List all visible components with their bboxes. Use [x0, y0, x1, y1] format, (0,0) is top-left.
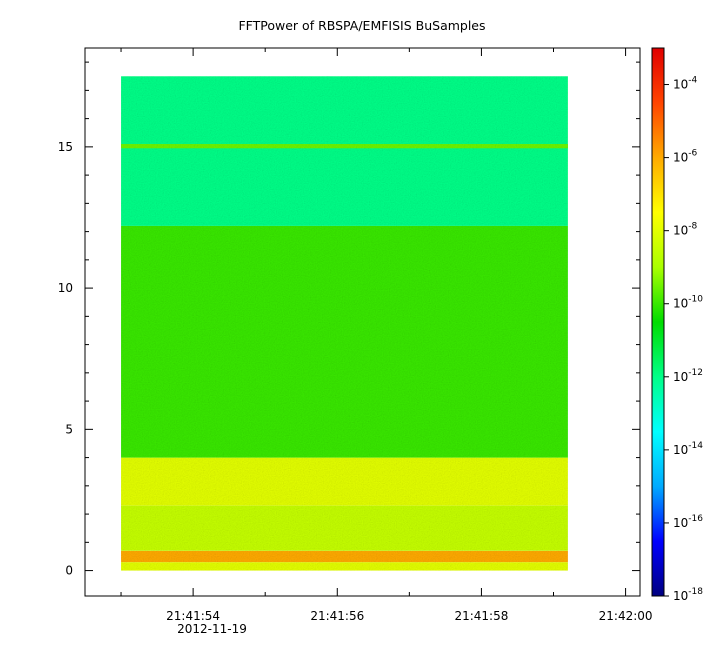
plot-area: 21:41:54 21:41:56 21:41:58 21:42:00 051015 …	[58, 47, 653, 636]
colorbar-tick-label: 10-14	[673, 441, 703, 457]
y-tick-label: 5	[65, 422, 73, 436]
x-date-label: 2012-11-19	[177, 622, 247, 636]
colorbar-ticks: 10-18 10-16 10-14 10-12 10-10 10-8 10-6 10-4	[664, 76, 703, 603]
colorbar: 10-18 10-16 10-14 10-12 10-10 10-8 10-6 10-4	[651, 47, 703, 603]
spectrogram-band	[121, 550, 568, 563]
spectrogram-band	[121, 144, 568, 149]
x-tick-label: 21:41:56	[310, 609, 364, 623]
colorbar-tick-label: 10-10	[673, 295, 703, 311]
chart-title: FFTPower of RBSPA/EMFISIS BuSamples	[238, 18, 485, 33]
y-tick-label: 10	[58, 281, 73, 295]
spectrogram-band	[121, 562, 568, 571]
colorbar-tick-label: 10-6	[673, 149, 698, 165]
colorbar-scale	[651, 47, 665, 597]
x-axis: 21:41:54 21:41:56 21:41:58 21:42:00	[120, 48, 653, 623]
colorbar-tick-label: 10-4	[673, 76, 698, 92]
spectrogram-band	[121, 505, 568, 551]
spectrogram-band	[121, 76, 568, 226]
x-tick-label: 21:41:58	[454, 609, 508, 623]
spectrogram-band	[121, 225, 568, 458]
colorbar-tick-label: 10-16	[673, 514, 703, 530]
x-tick-label: 21:41:54	[166, 609, 220, 623]
spectrogram-fill	[121, 76, 568, 571]
x-tick-label: 21:42:00	[599, 609, 653, 623]
y-tick-label: 0	[65, 564, 73, 578]
y-tick-label: 15	[58, 140, 73, 154]
spectrogram-band	[121, 457, 568, 506]
colorbar-tick-label: 10-12	[673, 368, 703, 384]
colorbar-tick-label: 10-18	[673, 587, 703, 603]
y-axis: 0 5 10 15	[58, 61, 640, 578]
colorbar-tick-label: 10-8	[673, 222, 698, 238]
spectrogram-bands	[121, 76, 568, 571]
